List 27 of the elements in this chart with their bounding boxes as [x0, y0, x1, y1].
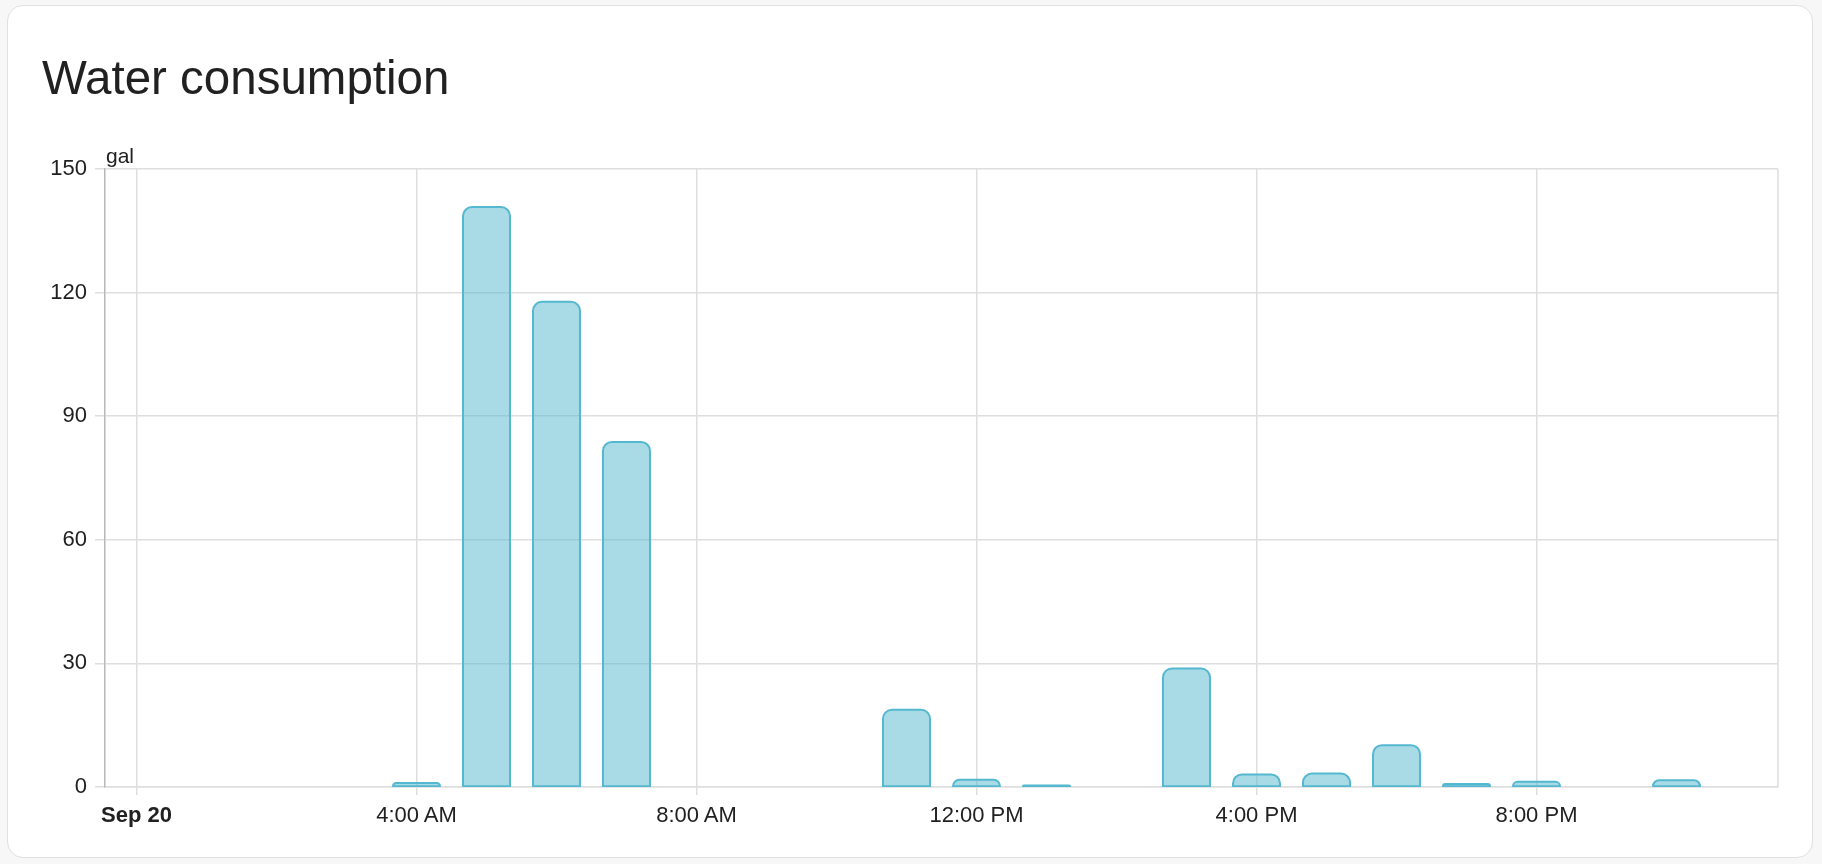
- x-tick-label: 8:00 AM: [656, 802, 737, 828]
- bar: [1162, 667, 1211, 787]
- y-tick-label: 120: [50, 278, 87, 304]
- chart-title: Water consumption: [42, 51, 450, 106]
- bar: [1442, 782, 1491, 787]
- x-tick-label: 12:00 PM: [929, 802, 1024, 828]
- y-tick-label: 150: [50, 155, 87, 181]
- bar: [532, 300, 581, 787]
- bar: [1372, 744, 1421, 787]
- bar: [1232, 773, 1281, 787]
- bar: [1512, 780, 1561, 787]
- y-tick-label: 30: [62, 649, 87, 675]
- x-tick-label: 8:00 PM: [1495, 802, 1578, 828]
- y-axis-title: gal: [106, 144, 135, 167]
- bar: [882, 708, 931, 787]
- x-tick-label: 4:00 PM: [1215, 802, 1298, 828]
- bar: [462, 206, 511, 787]
- bar: [1302, 772, 1351, 787]
- bar: [1652, 779, 1701, 787]
- bar: [392, 782, 441, 787]
- bar: [602, 440, 651, 787]
- y-tick-label: 60: [62, 525, 87, 551]
- bar: [952, 778, 1001, 787]
- x-tick-label: Sep 20: [101, 802, 172, 828]
- y-tick-label: 0: [74, 773, 87, 799]
- x-tick-label: 4:00 AM: [376, 802, 457, 828]
- y-tick-label: 90: [62, 402, 87, 428]
